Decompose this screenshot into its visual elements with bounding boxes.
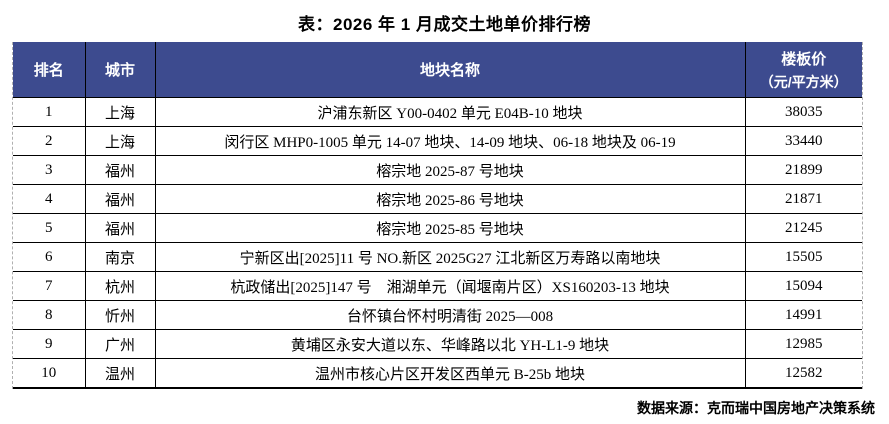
header-price-line2: （元/平方米） <box>759 73 848 90</box>
header-rank: 排名 <box>13 42 86 98</box>
header-price-line1: 楼板价 <box>781 50 827 68</box>
plot-name-cell: 沪浦东新区 Y00-0402 单元 E04B-10 地块 <box>155 97 746 127</box>
table-row: 1 上海 沪浦东新区 Y00-0402 单元 E04B-10 地块 38035 <box>13 97 862 127</box>
table-header: 排名 城市 地块名称 楼板价 （元/平方米） <box>13 42 862 98</box>
price-cell: 14991 <box>745 300 862 330</box>
plot-name-cell: 黄埔区永安大道以东、华峰路以北 YH-L1-9 地块 <box>155 329 746 359</box>
price-cell: 12985 <box>745 329 862 359</box>
table-row: 7 杭州 杭政储出[2025]147 号 湘湖单元（闻堰南片区）XS160203… <box>13 271 862 301</box>
plot-name-cell: 榕宗地 2025-85 号地块 <box>155 213 746 243</box>
ranking-table-wrapper: 排名 城市 地块名称 楼板价 （元/平方米） 1 上海 沪浦东新区 Y00-04… <box>12 42 863 389</box>
plot-name-cell: 闵行区 MHP0-1005 单元 14-07 地块、14-09 地块、06-18… <box>155 126 746 156</box>
price-cell: 21245 <box>745 213 862 243</box>
city-cell: 福州 <box>85 184 156 214</box>
city-cell: 忻州 <box>85 300 156 330</box>
plot-name-cell: 榕宗地 2025-87 号地块 <box>155 155 746 185</box>
plot-name-cell: 杭政储出[2025]147 号 湘湖单元（闻堰南片区）XS160203-13 地… <box>155 271 746 301</box>
table-row: 2 上海 闵行区 MHP0-1005 单元 14-07 地块、14-09 地块、… <box>13 126 862 156</box>
header-price: 楼板价 （元/平方米） <box>745 42 862 98</box>
rank-cell: 3 <box>13 155 86 185</box>
price-cell: 15094 <box>745 271 862 301</box>
plot-name-cell: 温州市核心片区开发区西单元 B-25b 地块 <box>155 358 746 389</box>
page-title: 表：2026 年 1 月成交土地单价排行榜 <box>298 15 591 34</box>
price-cell: 33440 <box>745 126 862 156</box>
city-cell: 温州 <box>85 358 156 389</box>
price-cell: 38035 <box>745 97 862 127</box>
table-row: 8 忻州 台怀镇台怀村明清街 2025—008 14991 <box>13 300 862 330</box>
city-cell: 福州 <box>85 155 156 185</box>
rank-cell: 10 <box>13 358 86 389</box>
price-cell: 21871 <box>745 184 862 214</box>
city-cell: 广州 <box>85 329 156 359</box>
rank-cell: 1 <box>13 97 86 127</box>
city-cell: 上海 <box>85 97 156 127</box>
header-city: 城市 <box>85 42 156 98</box>
price-cell: 21899 <box>745 155 862 185</box>
rank-cell: 5 <box>13 213 86 243</box>
rank-cell: 4 <box>13 184 86 214</box>
plot-name-cell: 宁新区出[2025]11 号 NO.新区 2025G27 江北新区万寿路以南地块 <box>155 242 746 272</box>
table-row: 4 福州 榕宗地 2025-86 号地块 21871 <box>13 184 862 214</box>
table-row: 5 福州 榕宗地 2025-85 号地块 21245 <box>13 213 862 243</box>
rank-cell: 9 <box>13 329 86 359</box>
table-row: 9 广州 黄埔区永安大道以东、华峰路以北 YH-L1-9 地块 12985 <box>13 329 862 359</box>
rank-cell: 6 <box>13 242 86 272</box>
header-plot-name: 地块名称 <box>155 42 746 98</box>
table-row: 6 南京 宁新区出[2025]11 号 NO.新区 2025G27 江北新区万寿… <box>13 242 862 272</box>
city-cell: 福州 <box>85 213 156 243</box>
header-row: 排名 城市 地块名称 楼板价 （元/平方米） <box>13 42 862 98</box>
rank-cell: 2 <box>13 126 86 156</box>
plot-name-cell: 台怀镇台怀村明清街 2025—008 <box>155 300 746 330</box>
data-source-note: 数据来源：克而瑞中国房地产决策系统 <box>637 400 875 416</box>
rank-cell: 8 <box>13 300 86 330</box>
city-cell: 上海 <box>85 126 156 156</box>
table-body: 1 上海 沪浦东新区 Y00-0402 单元 E04B-10 地块 38035 … <box>13 97 862 389</box>
plot-name-cell: 榕宗地 2025-86 号地块 <box>155 184 746 214</box>
city-cell: 杭州 <box>85 271 156 301</box>
city-cell: 南京 <box>85 242 156 272</box>
table-row: 3 福州 榕宗地 2025-87 号地块 21899 <box>13 155 862 185</box>
ranking-table: 排名 城市 地块名称 楼板价 （元/平方米） 1 上海 沪浦东新区 Y00-04… <box>13 42 862 389</box>
price-cell: 15505 <box>745 242 862 272</box>
price-cell: 12582 <box>745 358 862 389</box>
rank-cell: 7 <box>13 271 86 301</box>
table-row: 10 温州 温州市核心片区开发区西单元 B-25b 地块 12582 <box>13 358 862 389</box>
